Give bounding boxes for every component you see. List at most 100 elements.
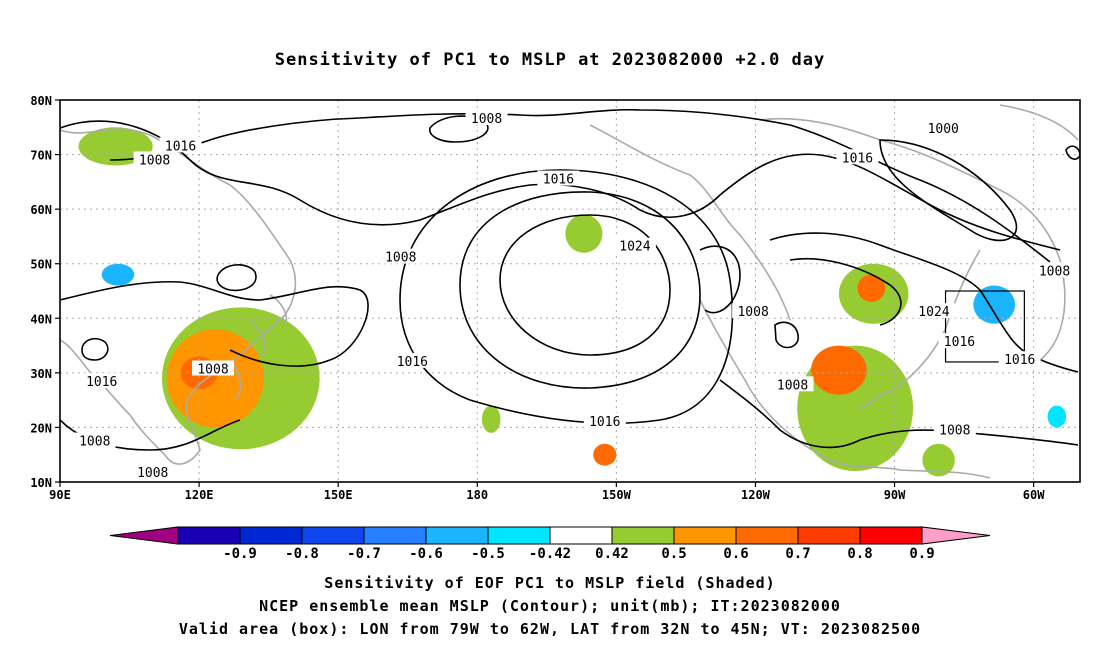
coastline-alaska [589,124,791,321]
coastline-arctic [759,117,1066,361]
contour-label: 1016 [944,335,975,350]
colorbar-label: 0.9 [909,546,934,562]
x-tick-label: 180 [466,488,488,502]
colorbar-label: 0.6 [723,546,748,562]
contour-label: 1008 [197,362,228,377]
contour-label-background [933,421,976,437]
positive-sensitivity-region [481,405,501,433]
contour-label: 1024 [918,305,949,320]
x-tick-label: 90E [49,488,71,502]
isobar-ring-small-2 [216,264,257,292]
colorbar-box [363,526,427,545]
colorbar-min-triangle [109,526,179,545]
contour-label: 1016 [86,375,117,390]
caption-valid-area: Valid area (box): LON from 79W to 62W, L… [178,620,922,638]
isobar-1024-atlantic [789,257,902,326]
contour-label-background [912,303,955,319]
plot-frame [59,99,1081,483]
contour-label: 1000 [928,122,959,137]
y-tick-label: 40N [30,312,52,326]
contour-label-background [159,137,202,153]
contour-label-background [537,170,580,186]
chart-title: Sensitivity of PC1 to MSLP at 2023082000… [274,50,826,70]
positive-sensitivity-region [811,345,867,395]
caption-shading: Sensitivity of EOF PC1 to MSLP field (Sh… [324,574,776,592]
contour-label: 1016 [1004,353,1035,368]
contour-label: 1008 [385,251,416,266]
contour-label-background [391,352,434,368]
isobar-1020-high [459,191,701,389]
colorbar-box [487,526,551,545]
colorbar-box [177,526,241,545]
positive-sensitivity-region [922,443,955,477]
colorbar-label: -0.8 [285,546,319,562]
colorbar-box [301,526,365,545]
colorbar-label: -0.42 [529,546,571,562]
colorbar-label: 0.5 [661,546,686,562]
valid-area-box [944,290,1025,363]
grid-layer [60,100,1080,482]
positive-sensitivity-region [857,274,886,302]
contour-label: 1008 [139,153,170,168]
axis-tick-layer: 90E 120E 150E 180 150W 120W 90W 60W 10N 20N 30N 40N… [30,94,1045,502]
colorbar-max-triangle [921,526,991,545]
coastline-north-america [699,299,991,479]
contour-label-background [192,360,234,376]
colorbar-label: 0.7 [785,546,810,562]
contour-label: 1008 [79,435,110,450]
contour-label: 1008 [1039,264,1070,279]
contour-label: 1016 [397,355,428,370]
contour-label: 1016 [589,415,620,430]
contour-label-background [613,237,656,253]
contour-label: 1016 [842,151,873,166]
isobar-ring-small-5 [774,321,799,349]
colorbar-label: -0.6 [409,546,443,562]
isobar-1024-high [499,214,671,356]
isobar-1016-north [60,120,1061,251]
x-tick-label: 90W [884,488,906,502]
contour-label-background [998,351,1041,367]
coastline-greenland [999,104,1079,141]
y-tick-label: 70N [30,149,52,163]
contour-label-background [131,464,174,480]
colorbar-box [549,526,613,545]
contour-label-background [1033,262,1076,278]
contour-label: 1008 [137,466,168,481]
colorbar-box [735,526,799,545]
isobar-ring-small-3 [429,115,489,143]
contour-label-background [465,110,508,126]
y-tick-label: 20N [30,421,52,435]
x-tick-label: 150E [324,488,353,502]
contour-label: 1016 [543,173,574,188]
coastline-east-coast [859,249,981,411]
y-tick-label: 10N [30,476,52,490]
isobar-1016-mid [60,280,369,367]
isobar-1000-low [879,139,1018,242]
y-tick-label: 50N [30,258,52,272]
contour-label-background [133,151,176,167]
negative-sensitivity-region [1047,405,1067,428]
colorbar: -0.9 -0.8 -0.7 -0.6 -0.5 -0.42 0.42 0.5 0.6 0.7 0.… [109,526,991,562]
isobar-ring-small-1 [81,338,109,361]
negative-sensitivity-region [101,263,135,286]
contour-label: 1008 [471,112,502,127]
contour-label-background [379,248,422,264]
y-tick-label: 80N [30,94,52,108]
x-tick-label: 120W [741,488,771,502]
isobar-1016-pacific [399,169,734,425]
y-tick-label: 60N [30,203,52,217]
contour-label: 1008 [777,378,808,393]
colorbar-box [425,526,489,545]
contour-label-background [922,119,965,135]
colorbar-box [859,526,923,545]
isobar-ring-small-4 [1065,145,1080,160]
caption-contour: NCEP ensemble mean MSLP (Contour); unit(… [259,597,841,615]
positive-sensitivity-region [593,443,617,466]
contour-layer [60,108,1080,451]
colorbar-box [611,526,675,545]
colorbar-label: 0.42 [595,546,629,562]
colorbar-label: 0.8 [847,546,872,562]
contour-label: 1016 [165,139,196,154]
contour-label-background [80,373,123,389]
